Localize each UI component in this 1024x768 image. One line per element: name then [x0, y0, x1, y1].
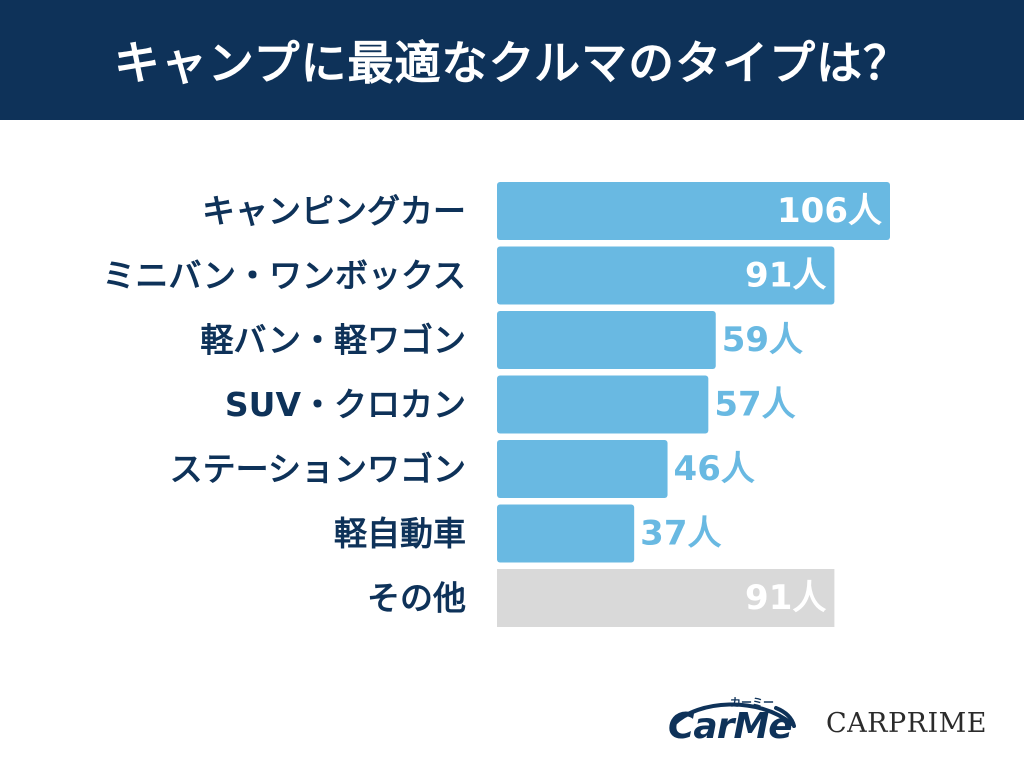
- value-label-6: 91人: [745, 578, 826, 618]
- category-label-4: ステーションワゴン: [170, 450, 466, 489]
- value-label-4: 46人: [674, 449, 755, 489]
- bar-5: [497, 504, 635, 563]
- category-label-2: 軽バン・軽ワゴン: [200, 321, 466, 360]
- category-label-5: 軽自動車: [334, 514, 466, 553]
- bar-1: [497, 246, 835, 305]
- value-label-3: 57人: [714, 385, 795, 425]
- category-label-6: その他: [367, 579, 466, 618]
- bar-3: [497, 375, 709, 434]
- header-banner: キャンプに最適なクルマのタイプは？: [0, 0, 1024, 120]
- value-label-5: 37人: [640, 514, 721, 554]
- value-label-2: 59人: [722, 320, 803, 360]
- bar-4: [497, 440, 668, 498]
- category-label-3: SUV・クロカン: [225, 385, 466, 424]
- category-label-1: ミニバン・ワンボックス: [102, 256, 466, 295]
- value-label-1: 91人: [745, 256, 826, 296]
- bar-6: [497, 569, 835, 627]
- bar-2: [497, 311, 716, 369]
- value-label-0: 106人: [777, 191, 882, 231]
- chart-title: キャンプに最適なクルマのタイプは？: [113, 36, 911, 90]
- bar-0: [497, 182, 890, 240]
- category-label-0: キャンピングカー: [202, 192, 466, 231]
